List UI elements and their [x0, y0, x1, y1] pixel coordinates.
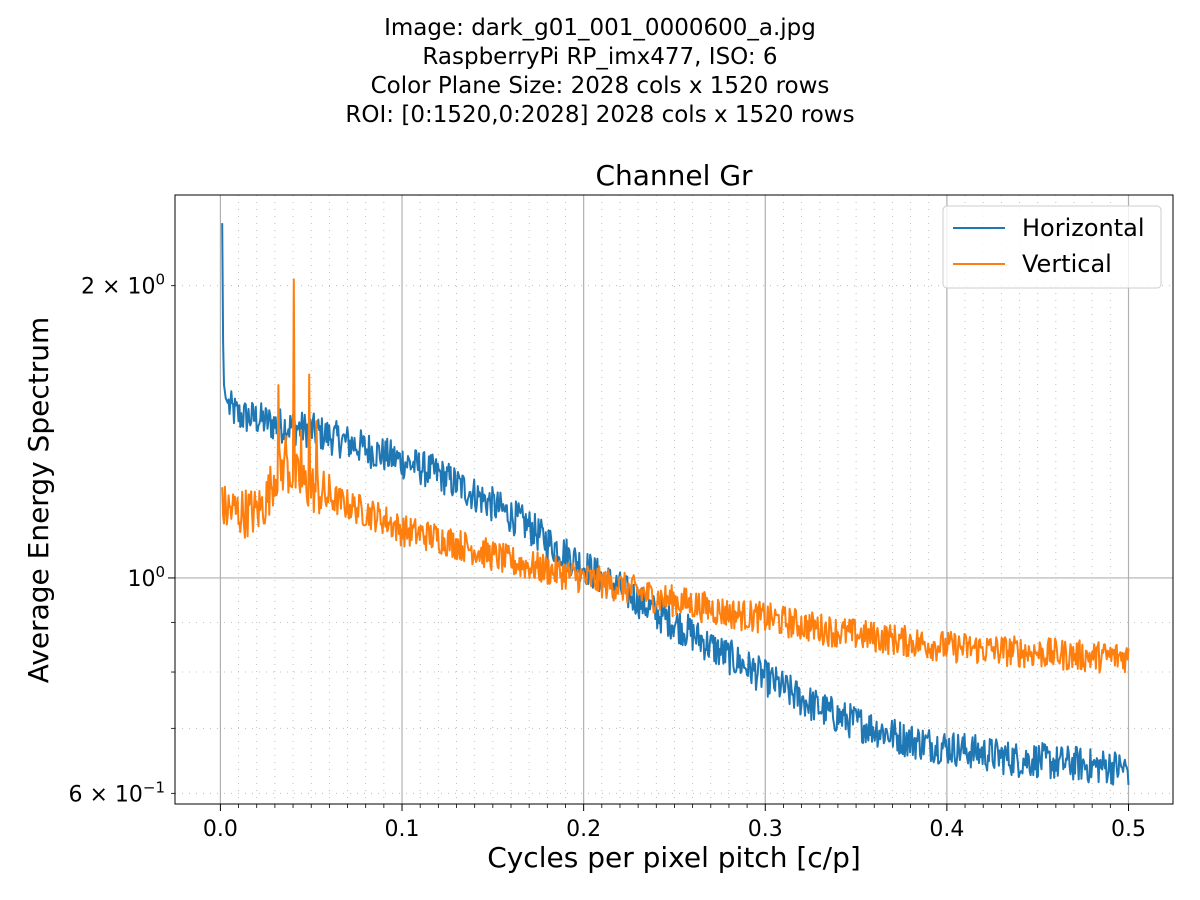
y-tick-label: 6 × 10−1: [68, 778, 165, 807]
series-vertical-line: [221, 278, 1130, 674]
x-tick-label: 0.3: [748, 817, 783, 842]
y-tick-label: 100: [127, 563, 165, 592]
series-horizontal-line: [221, 223, 1130, 786]
y-tick-label: 2 × 100: [81, 271, 165, 300]
major-grid: [175, 195, 1173, 804]
suptitle-line-roi: ROI: [0:1520,0:2028] 2028 cols x 1520 ro…: [345, 102, 855, 128]
x-tick-label: 0.2: [566, 817, 601, 842]
y-axis-label: Average Energy Spectrum: [22, 317, 55, 684]
x-tick-label: 0.4: [929, 817, 964, 842]
x-tick-label: 0.5: [1111, 817, 1146, 842]
legend: Horizontal Vertical: [942, 205, 1162, 289]
x-axis-ticks: 0.0 0.1 0.2 0.3 0.4 0.5: [203, 804, 1146, 842]
chart-title: Channel Gr: [595, 159, 753, 192]
legend-vertical-label: Vertical: [1022, 250, 1112, 278]
y-axis-ticks: 6 × 10−1 100 2 × 100: [68, 271, 175, 807]
suptitle-line-image: Image: dark_g01_001_0000600_a.jpg: [384, 15, 816, 41]
suptitle-line-camera: RaspberryPi RP_imx477, ISO: 6: [422, 44, 778, 70]
figure-suptitle: Image: dark_g01_001_0000600_a.jpg Raspbe…: [0, 14, 1200, 130]
suptitle-line-plane-size: Color Plane Size: 2028 cols x 1520 rows: [370, 73, 830, 99]
legend-box: [942, 205, 1162, 289]
plot-frame: [174, 194, 1174, 805]
legend-horizontal-label: Horizontal: [1022, 214, 1145, 242]
x-tick-label: 0.1: [385, 817, 420, 842]
x-axis-label: Cycles per pixel pitch [c/p]: [487, 841, 861, 874]
plot-lines: [221, 223, 1130, 786]
x-tick-label: 0.0: [203, 817, 238, 842]
